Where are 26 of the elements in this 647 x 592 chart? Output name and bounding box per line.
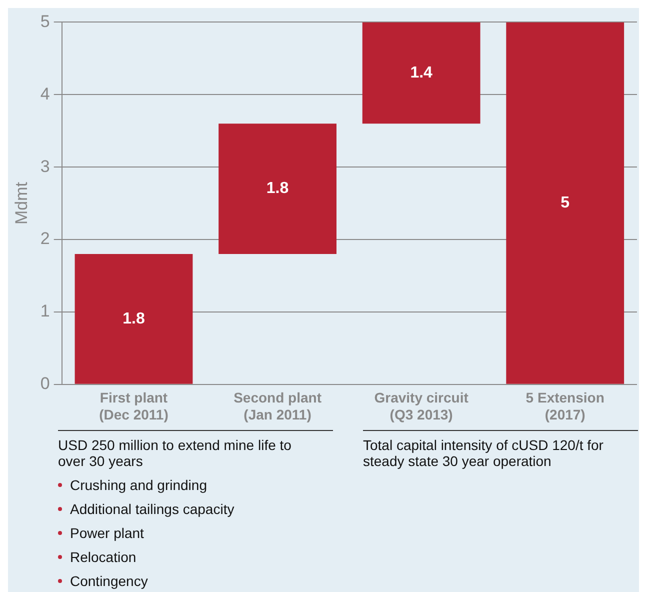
- text: Power plant: [70, 525, 144, 541]
- y-tick-label: 0: [40, 374, 50, 394]
- x-tick-label: First plant (Dec 2011): [99, 390, 168, 422]
- y-tick-label: 2: [40, 229, 50, 248]
- bar: [74, 254, 193, 384]
- text: Total capital intensity of cUSD 120/t for steady state 30 year operation: [363, 437, 604, 469]
- text: USD 250 million to extend mine life to over 30 years: [58, 437, 292, 469]
- text: Relocation: [70, 549, 136, 565]
- text: Additional tailings capacity: [70, 501, 234, 517]
- bar: [218, 124, 336, 254]
- text: Crushing and grinding: [70, 477, 207, 493]
- y-tick-label: 3: [40, 156, 50, 176]
- bar: [362, 22, 480, 124]
- y-tick-label: 4: [40, 84, 50, 104]
- y-axis-title: Mdmt: [12, 182, 31, 225]
- data-label: 1.8: [266, 180, 289, 198]
- data-label: 1.4: [410, 64, 433, 82]
- y-tick-label: 5: [40, 12, 50, 31]
- y-tick-label: 1: [40, 302, 50, 321]
- data-label: 5: [560, 194, 570, 212]
- text: Contingency: [70, 573, 148, 589]
- x-tick-label: Gravity circuit (Q3 2013): [374, 390, 469, 422]
- x-tick-label: Second plant (Jan 2011): [234, 390, 322, 422]
- bar: [506, 22, 624, 384]
- x-tick-label: 5 Extension (2017): [526, 390, 604, 422]
- data-label: 1.8: [122, 310, 145, 328]
